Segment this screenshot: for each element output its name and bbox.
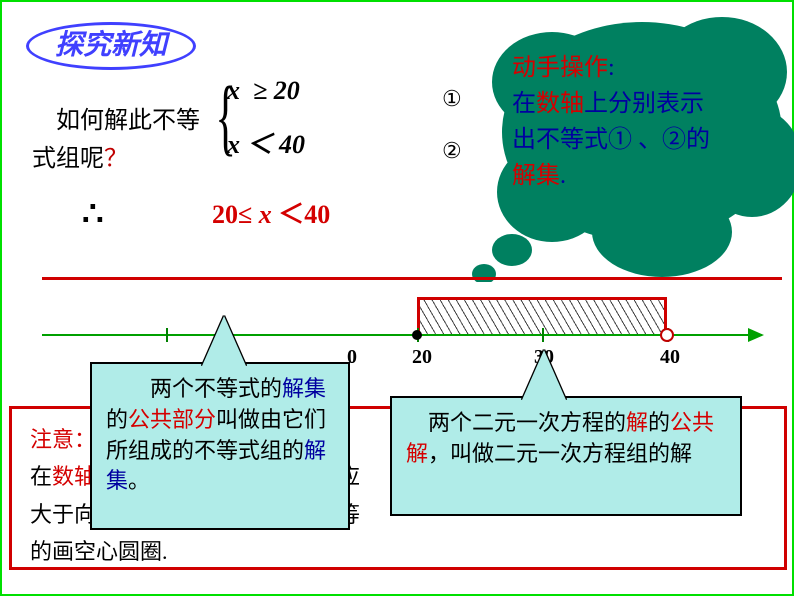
val-1: 20 (274, 76, 300, 105)
explore-badge: 探究新知 (26, 22, 196, 70)
c2-l1b: 解 (626, 410, 648, 435)
circ-2: ② (442, 138, 462, 164)
c2-l2b: ，叫做二元一次方程组的解 (428, 441, 692, 466)
callout-solution-set: 两个不等式的解集的公共部分叫做由它们所组成的不等式组的解集。 (90, 362, 350, 530)
notice-label: 注意： (30, 427, 96, 452)
question-text: 如何解此不等式组呢？ (32, 102, 222, 179)
cloud-l3b: . (560, 163, 566, 189)
c2-l1c: 的 (648, 410, 670, 435)
result-op2: ＜ (278, 200, 304, 229)
cloud-text: 动手操作: 在数轴上分别表示出不等式① 、②的解集. (512, 50, 722, 194)
tick-30 (542, 328, 544, 342)
circ-1: ① (442, 86, 462, 112)
dot-solid-20 (412, 330, 422, 340)
c1-p2c: 公共部分 (128, 407, 216, 432)
val-2: 40 (279, 130, 305, 159)
inequality-2: x ＜ 40 (227, 124, 305, 172)
result-op1: ≤ (238, 200, 252, 229)
notice-l4: 的画空心圆圈. (30, 539, 168, 564)
red-overline (42, 277, 782, 280)
op-1: ≥ (253, 76, 267, 105)
c2-l1a: 两个二元一次方程的 (406, 410, 626, 435)
result-left: 20 (212, 200, 238, 229)
cloud-l2a: 在 (512, 91, 536, 117)
cloud-l2b: 数轴 (536, 91, 584, 117)
result-expr: 20≤ x ＜40 (212, 194, 330, 231)
op-2: ＜ (247, 130, 273, 159)
brace-left: { (215, 66, 236, 166)
notice-l2a: 在 (30, 464, 52, 489)
question-mark: ？ (104, 146, 128, 172)
c1-p2a: 解集 (282, 376, 326, 401)
cloud-l1a: 动手操作 (512, 55, 608, 81)
result-var: x (259, 200, 272, 229)
cloud-l3a: 解集 (512, 163, 560, 189)
result-right: 40 (304, 200, 330, 229)
inequality-1: x ≥ 20 (227, 76, 305, 124)
ticklabel-20: 20 (412, 346, 432, 369)
c1-p5: 。 (128, 468, 150, 493)
c1-p2b: 的 (106, 407, 128, 432)
cloud-l1b: : (608, 55, 615, 81)
inequality-system: { x ≥ 20 x ＜ 40 (227, 76, 305, 172)
callout-linear-system: 两个二元一次方程的解的公共解，叫做二元一次方程组的解 (390, 396, 742, 516)
c1-p1: 两个不等式的 (106, 376, 282, 401)
ticklabel-40: 40 (660, 346, 680, 369)
tick-0 (166, 328, 168, 342)
dot-open-40 (660, 328, 674, 342)
therefore-symbol: ∴ (82, 194, 104, 234)
